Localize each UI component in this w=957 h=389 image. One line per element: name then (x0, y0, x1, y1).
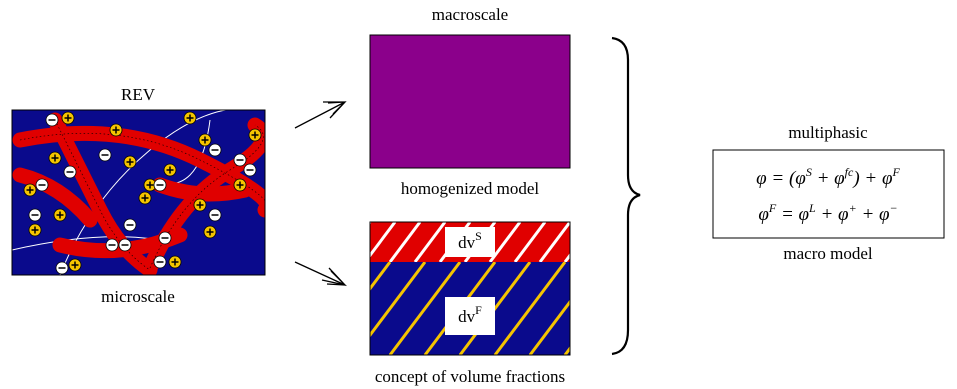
rev-caption: microscale (101, 287, 175, 306)
homogenized-block (370, 35, 570, 168)
equation-part: + φ (812, 168, 845, 189)
figure: REV microscale macroscale homogeni (0, 0, 957, 389)
brace (612, 38, 640, 354)
arrows (295, 102, 345, 285)
equation-part: φ = (φ (756, 168, 806, 189)
equation-part: φ (758, 204, 769, 225)
hatch-line (590, 222, 620, 262)
equation-superscript: + (849, 201, 857, 215)
model-caption: macro model (783, 244, 872, 263)
equation-part: ) + φ (852, 168, 892, 189)
macro-caption: homogenized model (401, 179, 540, 198)
equation-part: + φ (816, 204, 849, 225)
rev-title: REV (121, 85, 156, 104)
model-title: multiphasic (788, 123, 868, 142)
equation: φF = φL + φ+ + φ− (758, 201, 897, 225)
hatch-line (340, 222, 370, 262)
fractions-caption: concept of volume fractions (375, 367, 565, 386)
macro-title: macroscale (432, 5, 508, 24)
equation-superscript: − (890, 201, 898, 215)
equation-part: + φ (857, 204, 890, 225)
hatch-line (565, 262, 635, 355)
rev-image (12, 108, 267, 275)
equation-part: = φ (776, 204, 809, 225)
equation: φ = (φS + φfc) + φF (756, 165, 900, 189)
equation-superscript: F (892, 165, 901, 179)
